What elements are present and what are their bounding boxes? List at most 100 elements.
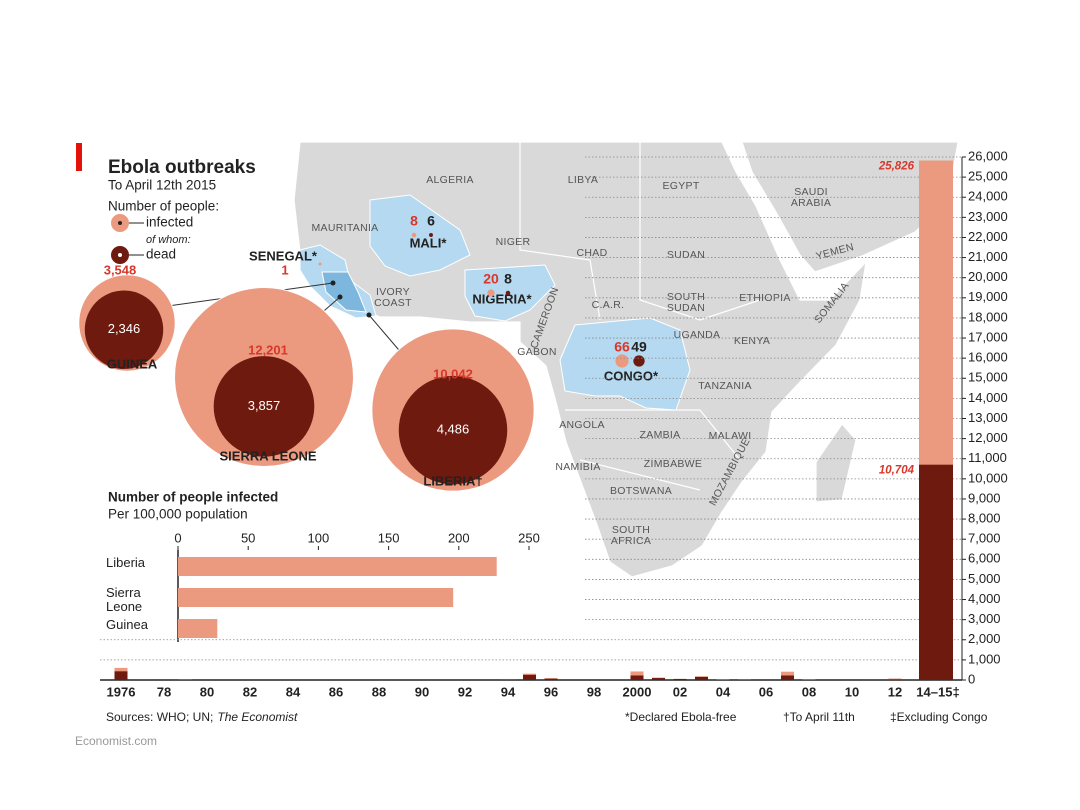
- border: [565, 409, 741, 461]
- y-tick-label: 0: [968, 671, 975, 686]
- country-name: NIGERIA*: [472, 291, 532, 306]
- dot-dead: [633, 355, 645, 367]
- map-label: IVORY COAST: [374, 287, 412, 310]
- y-tick-label: 22,000: [968, 229, 1008, 244]
- legend-heading: Number of people:: [108, 199, 219, 214]
- border: [639, 142, 761, 321]
- y-tick-label: 17,000: [968, 329, 1008, 344]
- sources: Sources: WHO; UN; The Economist: [106, 710, 298, 724]
- y-tick-label: 24,000: [968, 189, 1008, 204]
- y-tick-label: 4,000: [968, 591, 1001, 606]
- infected-label: 8: [410, 213, 418, 229]
- y-tick-label: 16,000: [968, 350, 1008, 365]
- bar: [178, 588, 454, 607]
- y-tick-label: 21,000: [968, 249, 1008, 264]
- y-tick-label: 25,000: [968, 169, 1008, 184]
- footnote: ‡Excluding Congo: [890, 710, 988, 724]
- value-label: 10,704: [879, 465, 915, 477]
- map-label: UGANDA: [674, 329, 721, 341]
- map-label: TANZANIA: [698, 380, 752, 392]
- x-tick-label: 92: [458, 684, 472, 699]
- y-tick-label: 18,000: [968, 309, 1008, 324]
- y-tick-label: 20,000: [968, 269, 1008, 284]
- dot-dead: [505, 290, 511, 296]
- hbar-subtitle: Per 100,000 population: [108, 507, 248, 522]
- x-tick-label: 12: [888, 684, 902, 699]
- x-tick-label: 04: [716, 684, 731, 699]
- infected-label: 1: [281, 262, 288, 277]
- category-label: Guinea: [106, 618, 148, 632]
- bar-dead: [695, 676, 708, 680]
- y-tick-label: 3,000: [968, 611, 1001, 626]
- legend-dead: dead: [146, 247, 176, 262]
- bar-dead: [501, 679, 515, 680]
- bar-dead: [888, 679, 902, 680]
- y-tick-label: 26,000: [968, 148, 1008, 163]
- x-tick-label: 250: [518, 530, 540, 545]
- dot-infected: [487, 289, 495, 297]
- x-tick-label: 88: [372, 684, 386, 699]
- map-label: ZAMBIA: [640, 429, 681, 441]
- dead-label: 2,346: [108, 321, 141, 336]
- bar-dead: [673, 678, 687, 680]
- infected-label: 20: [483, 271, 499, 287]
- y-tick-label: 11,000: [968, 450, 1007, 465]
- map-label: KENYA: [734, 335, 770, 347]
- infected-label: 3,548: [104, 262, 137, 277]
- land-madagascar: [815, 423, 857, 503]
- bar: [178, 557, 497, 576]
- bar-infected: [888, 678, 902, 680]
- map-label: SAUDI ARABIA: [790, 187, 832, 210]
- category-label-box: Guinea: [106, 618, 148, 632]
- x-tick-label: 50: [241, 530, 255, 545]
- bar: [178, 619, 218, 638]
- map-label: CHAD: [577, 247, 608, 259]
- bar-dead: [114, 671, 128, 680]
- legend-dot: [118, 253, 122, 257]
- y-tick-label: 10,000: [968, 470, 1008, 485]
- y-tick-label: 12,000: [968, 430, 1008, 445]
- map-label: EGYPT: [662, 180, 699, 192]
- x-tick-label: 14–15‡: [916, 684, 959, 699]
- category-label: Liberia: [106, 556, 146, 570]
- map-point: [366, 312, 372, 318]
- x-tick-label: 08: [802, 684, 816, 699]
- legend-dot: [118, 221, 122, 225]
- dead-label: 4,486: [437, 422, 470, 437]
- category-label: Sierra Leone: [106, 586, 143, 614]
- map-label: LIBYA: [568, 174, 599, 186]
- title: Ebola outbreaks: [108, 157, 256, 178]
- map-label: ANGOLA: [559, 419, 605, 431]
- x-tick-label: 06: [759, 684, 773, 699]
- x-tick-label: 94: [501, 684, 516, 699]
- footnote: †To April 11th: [783, 710, 855, 724]
- dead-label: 3,857: [248, 398, 281, 413]
- credit: Economist.com: [75, 734, 157, 748]
- x-tick-label: 02: [673, 684, 687, 699]
- y-tick-label: 23,000: [968, 209, 1008, 224]
- bubble-dead: [398, 375, 508, 485]
- y-tick-label: 13,000: [968, 410, 1008, 425]
- map-label: NAMIBIA: [555, 461, 600, 473]
- map-label: ZIMBABWE: [644, 458, 702, 470]
- y-tick-label: 1,000: [968, 651, 1001, 666]
- border: [579, 459, 701, 491]
- y-tick-label: 2,000: [968, 631, 1001, 646]
- x-tick-label: 200: [448, 530, 470, 545]
- bar-dead: [630, 675, 644, 680]
- mali-shape: [369, 194, 471, 277]
- x-tick-label: 2000: [623, 684, 652, 699]
- y-tick-label: 6,000: [968, 551, 1001, 566]
- infected-label: 66: [614, 339, 630, 355]
- sources-italic: The Economist: [217, 710, 298, 724]
- legend-infected: infected: [146, 215, 193, 230]
- subtitle: To April 12th 2015: [108, 178, 216, 193]
- bar-dead: [523, 674, 536, 680]
- map-label: BOTSWANA: [610, 485, 672, 497]
- x-tick-label: 80: [200, 684, 214, 699]
- y-tick-label: 15,000: [968, 370, 1008, 385]
- x-tick-label: 10: [845, 684, 859, 699]
- bubble-dead: [84, 290, 164, 369]
- y-tick-label: 14,000: [968, 390, 1008, 405]
